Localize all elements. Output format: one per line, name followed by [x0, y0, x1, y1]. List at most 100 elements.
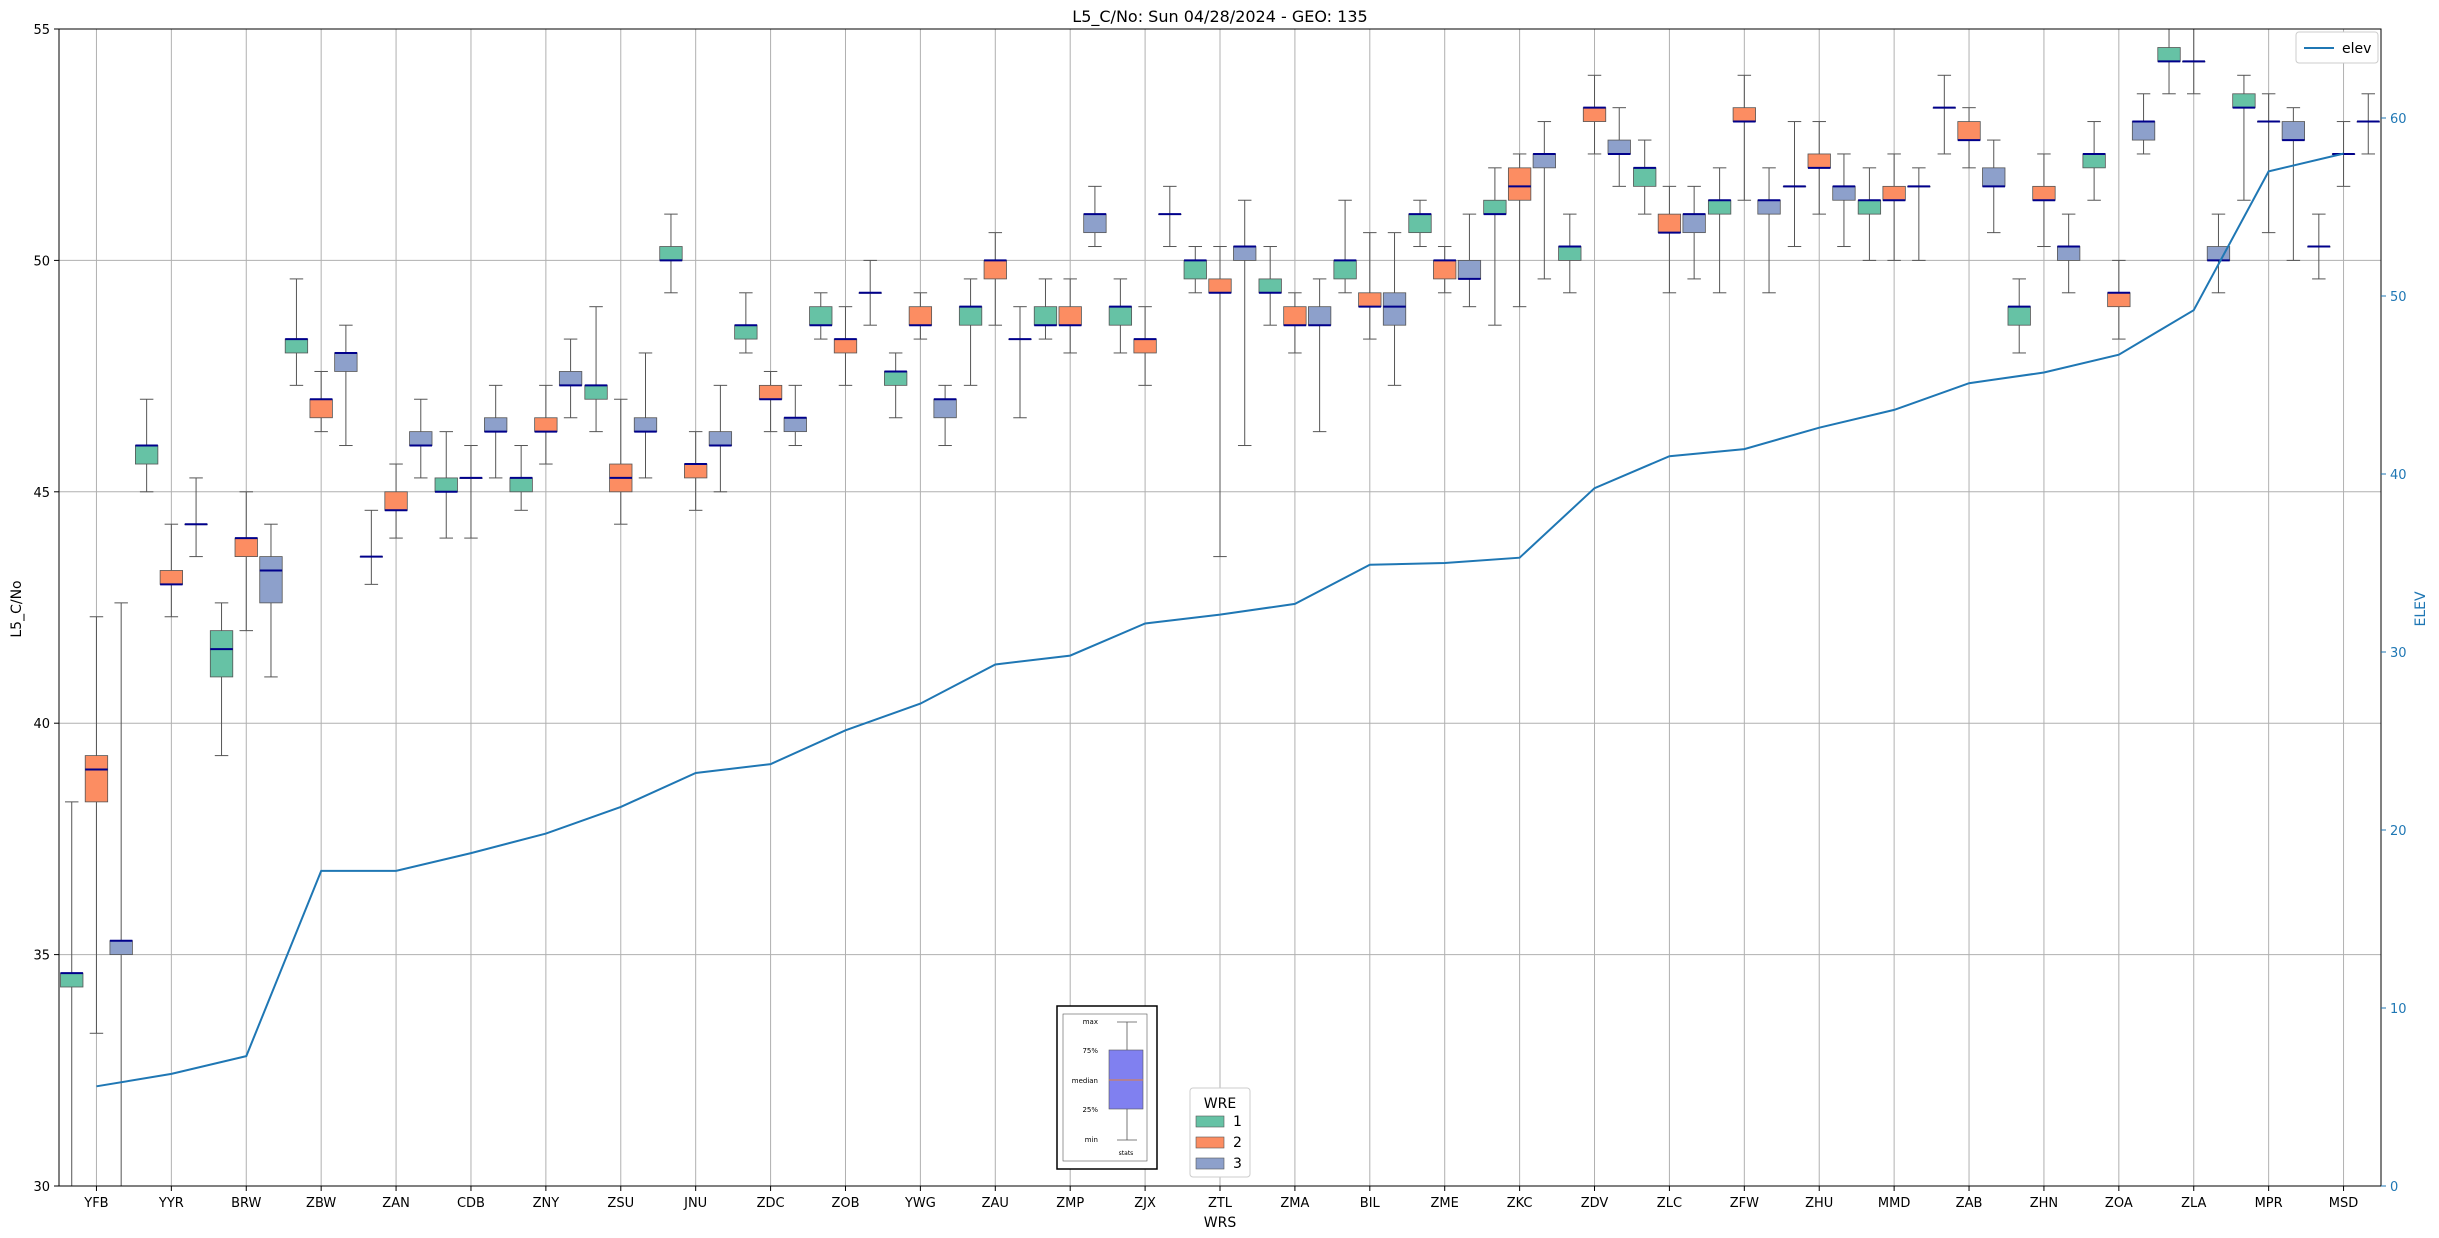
- iqr-box: [284, 338, 309, 354]
- y2-tick-label: 20: [2390, 824, 2407, 839]
- iqr-box: [2082, 153, 2106, 169]
- iqr-box: [1457, 259, 1482, 280]
- box-ZME-wre3: [1457, 213, 1482, 308]
- box-ZOB-wre1: [809, 292, 833, 340]
- wre-legend-label-3: 3: [1233, 1156, 1242, 1172]
- y2-tick-label: 60: [2390, 112, 2407, 127]
- box-YFB-wre1: [60, 801, 84, 1187]
- y-tick-label: 55: [33, 23, 50, 38]
- box-YFB-wre2: [84, 616, 109, 1034]
- x-tick-label: ZAB: [1956, 1196, 1983, 1211]
- key-label-q1: 25%: [1082, 1106, 1098, 1114]
- box-ZMA-wre3: [1307, 278, 1332, 433]
- iqr-box: [1607, 139, 1631, 155]
- box-ZOA-wre3: [2131, 93, 2156, 155]
- x-tick-label: ZLA: [2181, 1196, 2206, 1211]
- x-tick-label: ZFW: [1730, 1196, 1759, 1211]
- iqr-box: [809, 306, 833, 326]
- iqr-box: [684, 463, 708, 479]
- box-YWG-wre3: [933, 384, 957, 447]
- iqr-box: [1258, 278, 1282, 294]
- box-ZJX-wre1: [1108, 278, 1133, 354]
- box-ZMP-wre2: [1058, 278, 1082, 354]
- x-tick-label: ZAN: [382, 1196, 410, 1211]
- box-ZAB-wre3: [1982, 139, 2006, 234]
- x-tick-label: BRW: [231, 1196, 261, 1211]
- x-tick-label: ZBW: [306, 1196, 336, 1211]
- iqr-box: [908, 306, 933, 326]
- box-MPR-wre3: [2281, 107, 2305, 261]
- iqr-box: [2007, 306, 2031, 326]
- box-ZJX-wre2: [1133, 306, 1157, 386]
- box-ZHU-wre2: [1807, 121, 1831, 215]
- x-tick-label: MMD: [1878, 1196, 1910, 1211]
- box-ZAN-wre1: [359, 509, 383, 585]
- iqr-box: [1058, 306, 1082, 326]
- iqr-box: [1333, 259, 1357, 280]
- iqr-box: [1408, 213, 1432, 234]
- iqr-box: [2232, 93, 2256, 109]
- elev-legend-label: elev: [2342, 41, 2371, 57]
- key-label-max: max: [1083, 1018, 1098, 1026]
- box-ZMA-wre2: [1283, 292, 1307, 354]
- box-ZBW-wre2: [309, 370, 333, 433]
- iqr-box: [384, 491, 408, 511]
- box-ZOB-wre3: [858, 259, 882, 326]
- iqr-box: [1857, 199, 1882, 215]
- y-axis-label: L5_C/No: [9, 580, 25, 637]
- elev-line: [96, 152, 2344, 1088]
- x-tick-label: MPR: [2255, 1196, 2283, 1211]
- box-ZLA-wre3: [2206, 213, 2231, 294]
- key-label-median: median: [1072, 1077, 1098, 1085]
- key-label-min: min: [1085, 1136, 1098, 1144]
- box-ZSU-wre1: [584, 306, 608, 433]
- iqr-box: [60, 972, 84, 988]
- iqr-box: [1682, 213, 1706, 234]
- iqr-box: [159, 570, 183, 585]
- x-tick-label: ZOA: [2105, 1196, 2133, 1211]
- iqr-box: [209, 630, 234, 678]
- box-MPR-wre2: [2257, 93, 2281, 234]
- box-BIL-wre3: [1382, 232, 1407, 386]
- box-ZDC-wre2: [758, 370, 783, 433]
- box-ZMA-wre1: [1258, 246, 1282, 326]
- iqr-box: [1083, 213, 1107, 234]
- box-MMD-wre2: [1882, 153, 1906, 261]
- x-axis-label: WRS: [1204, 1215, 1237, 1231]
- iqr-box: [1757, 199, 1781, 215]
- iqr-box: [534, 417, 558, 433]
- iqr-box: [1633, 167, 1657, 187]
- iqr-box: [584, 384, 608, 400]
- y2-tick-label: 50: [2390, 290, 2407, 305]
- iqr-box: [983, 259, 1007, 280]
- box-ZDV-wre2: [1582, 74, 1607, 155]
- iqr-box: [109, 940, 133, 956]
- iqr-box: [933, 398, 957, 419]
- box-ZFW-wre2: [1732, 74, 1756, 201]
- x-tick-label: YWG: [904, 1196, 936, 1211]
- box-YYR-wre3: [184, 477, 208, 558]
- x-tick-label: ZME: [1431, 1196, 1459, 1211]
- box-BIL-wre1: [1333, 199, 1357, 294]
- iqr-box: [1183, 259, 1207, 280]
- box-MMD-wre1: [1857, 167, 1882, 261]
- box-MSD-wre3: [2356, 93, 2380, 155]
- boxes-layer: [60, 28, 2380, 1187]
- y-tick-label: 45: [33, 486, 50, 501]
- iqr-box: [1982, 167, 2006, 187]
- box-ZJX-wre3: [1158, 185, 1182, 248]
- x-tick-label: ZSU: [607, 1196, 634, 1211]
- key-caption: stats: [1119, 1150, 1134, 1157]
- x-tick-label: ZTL: [1208, 1196, 1233, 1211]
- box-ZHN-wre3: [2057, 213, 2081, 294]
- x-tick-label: YYR: [158, 1196, 184, 1211]
- iqr-box: [833, 338, 858, 354]
- iqr-box: [1108, 306, 1133, 326]
- iqr-box: [1133, 338, 1157, 354]
- y-tick-label: 30: [33, 1180, 50, 1195]
- iqr-box: [1382, 292, 1407, 326]
- box-ZSU-wre2: [609, 398, 633, 525]
- iqr-box: [2032, 185, 2056, 201]
- box-ZTL-wre3: [1233, 199, 1257, 447]
- wre-legend-label-2: 2: [1233, 1135, 1242, 1151]
